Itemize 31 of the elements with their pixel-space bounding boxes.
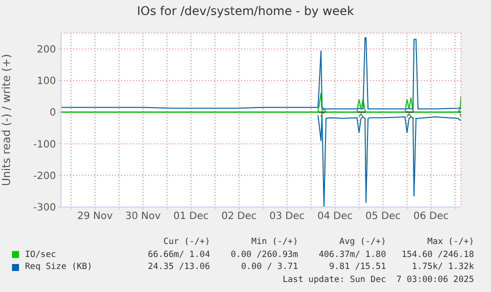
text: Last update: Sun Dec 7 03:00:06 2025 — [282, 274, 474, 286]
y-tick-label: 100 — [36, 76, 56, 88]
text: Min (-/+) — [250, 236, 298, 248]
x-tick-label: 05 Dec — [365, 211, 401, 222]
text: 0.00 /260.93m — [230, 248, 298, 261]
y-tick-label: -300 — [33, 202, 56, 214]
x-tick-label: 03 Dec — [269, 211, 305, 222]
x-tick-label: 30 Nov — [125, 211, 161, 222]
x-tick-label: 02 Dec — [221, 211, 257, 222]
text: 0.00 / 3.71 — [240, 261, 298, 274]
x-tick-label: 29 Nov — [77, 211, 113, 222]
y-tick-label: -200 — [33, 170, 56, 182]
text: Cur (-/+) — [162, 236, 210, 248]
chart-title: IOs for /dev/system/home - by week — [136, 3, 356, 20]
text: 9.81 /15.51 — [328, 261, 386, 274]
text: 1.75k/ 1.32k — [410, 261, 474, 274]
text: Avg (-/+) — [338, 236, 386, 248]
x-tick-label: 04 Dec — [317, 211, 353, 222]
y-axis-title: Units read (-) / write (+) — [0, 54, 13, 186]
y-tick-label: 0 — [50, 108, 56, 119]
legend-label: Req Size (KB) — [25, 261, 92, 274]
text: 406.37m/ 1.80 — [318, 248, 386, 261]
y-tick-label: 200 — [36, 44, 56, 56]
text: 66.66m/ 1.04 — [146, 248, 210, 261]
text: 24.35 /13.06 — [146, 261, 210, 274]
text: 154.60 /246.18 — [400, 248, 474, 261]
y-tick-label: -100 — [33, 139, 56, 150]
x-tick-label: 01 Dec — [173, 211, 209, 222]
legend-label: IO/sec — [25, 248, 56, 261]
x-tick-label: 06 Dec — [413, 211, 449, 222]
text: Max (-/+) — [426, 236, 474, 248]
